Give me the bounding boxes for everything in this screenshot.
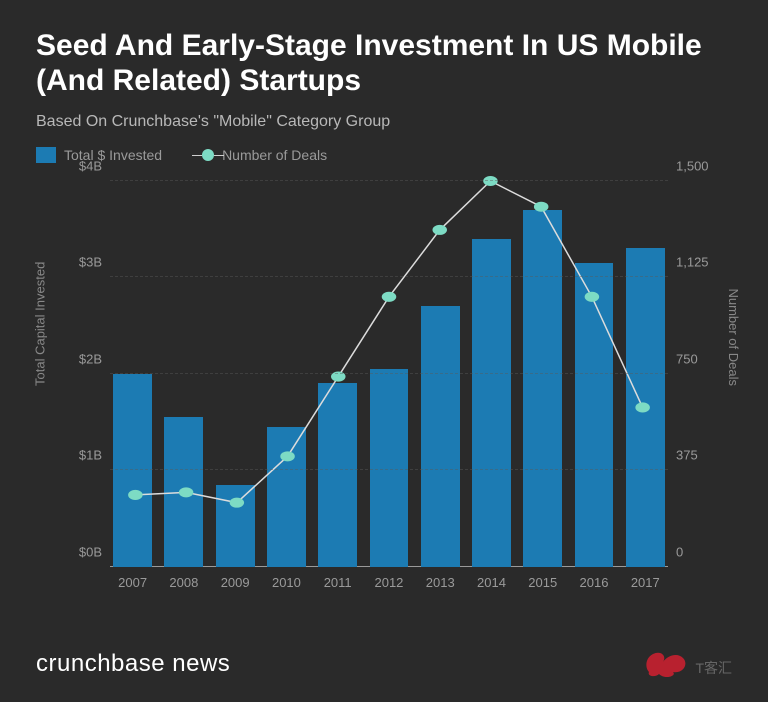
grid-line: [110, 276, 668, 277]
grid-line: [110, 469, 668, 470]
plot-region: 2007200820092010201120122013201420152016…: [110, 181, 668, 567]
data-point: [128, 490, 143, 500]
data-point: [585, 292, 600, 302]
grid-line: [110, 373, 668, 374]
chart-subtitle: Based On Crunchbase's "Mobile" Category …: [36, 113, 732, 131]
x-tick-label: 2016: [580, 575, 609, 590]
data-point: [230, 497, 245, 507]
dot-swatch-icon: [202, 149, 214, 161]
y-right-tick: 1,125: [668, 255, 709, 270]
data-point: [635, 402, 650, 412]
y-left-tick: $0B: [79, 544, 110, 559]
y-left-axis-label: Total Capital Invested: [33, 261, 48, 385]
x-tick-label: 2015: [528, 575, 557, 590]
y-left-tick: $4B: [79, 158, 110, 173]
x-tick-label: 2014: [477, 575, 506, 590]
watermark-icon: [643, 646, 689, 678]
y-left-tick: $3B: [79, 255, 110, 270]
x-tick-label: 2012: [374, 575, 403, 590]
data-point: [432, 225, 447, 235]
legend-item-line: Number of Deals: [202, 147, 327, 163]
legend: Total $ Invested Number of Deals: [36, 147, 732, 163]
y-right-tick: 375: [668, 448, 698, 463]
watermark: T客汇: [643, 646, 732, 678]
watermark-text: T客汇: [695, 658, 732, 678]
x-tick-label: 2008: [169, 575, 198, 590]
y-left-tick: $2B: [79, 351, 110, 366]
data-point: [280, 451, 295, 461]
bar-swatch-icon: [36, 147, 56, 163]
y-left-tick: $1B: [79, 448, 110, 463]
data-point: [534, 201, 549, 211]
line-overlay: [110, 181, 668, 567]
brand-text: crunchbase news: [36, 650, 230, 678]
deals-line: [135, 181, 642, 503]
data-point: [483, 176, 498, 186]
x-tick-label: 2010: [272, 575, 301, 590]
x-tick-label: 2009: [221, 575, 250, 590]
data-point: [179, 487, 194, 497]
y-right-tick: 1,500: [668, 158, 709, 173]
x-tick-label: 2007: [118, 575, 147, 590]
legend-line-label: Number of Deals: [222, 147, 327, 163]
chart-card: Seed And Early-Stage Investment In US Mo…: [0, 0, 768, 702]
x-tick-label: 2017: [631, 575, 660, 590]
chart-title: Seed And Early-Stage Investment In US Mo…: [36, 28, 732, 99]
y-right-axis-label: Number of Deals: [727, 288, 742, 386]
footer: crunchbase news T客汇: [36, 646, 732, 678]
x-tick-label: 2013: [426, 575, 455, 590]
chart-area: Total Capital Invested Number of Deals 2…: [36, 171, 732, 601]
y-right-tick: 0: [668, 544, 683, 559]
x-tick-label: 2011: [324, 575, 352, 590]
grid-line: [110, 180, 668, 181]
y-right-tick: 750: [668, 351, 698, 366]
data-point: [382, 292, 397, 302]
